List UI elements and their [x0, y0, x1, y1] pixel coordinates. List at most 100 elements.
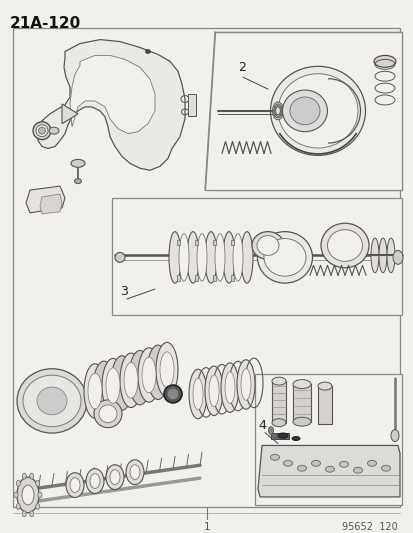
- Ellipse shape: [187, 232, 199, 283]
- Text: 95652  120: 95652 120: [342, 522, 397, 532]
- Ellipse shape: [16, 504, 20, 510]
- Ellipse shape: [327, 230, 362, 261]
- Ellipse shape: [240, 232, 252, 283]
- Ellipse shape: [204, 232, 216, 283]
- Ellipse shape: [159, 352, 173, 387]
- Ellipse shape: [289, 97, 319, 125]
- Ellipse shape: [263, 239, 305, 276]
- Ellipse shape: [392, 251, 402, 264]
- Ellipse shape: [84, 364, 106, 418]
- Ellipse shape: [166, 388, 178, 400]
- Bar: [271, 381, 285, 423]
- Ellipse shape: [386, 238, 394, 273]
- Ellipse shape: [271, 377, 285, 385]
- Ellipse shape: [86, 469, 104, 494]
- Ellipse shape: [16, 480, 20, 486]
- Bar: [317, 386, 331, 424]
- Polygon shape: [70, 55, 154, 134]
- Ellipse shape: [70, 478, 80, 492]
- Ellipse shape: [236, 360, 254, 409]
- Ellipse shape: [30, 511, 33, 517]
- Ellipse shape: [106, 368, 120, 403]
- Ellipse shape: [297, 465, 306, 471]
- Ellipse shape: [189, 369, 206, 419]
- Ellipse shape: [270, 66, 365, 156]
- Ellipse shape: [169, 232, 180, 283]
- Ellipse shape: [233, 233, 242, 281]
- Ellipse shape: [282, 90, 327, 132]
- Ellipse shape: [380, 465, 389, 471]
- Polygon shape: [257, 446, 399, 497]
- Polygon shape: [214, 31, 401, 190]
- Ellipse shape: [223, 232, 235, 283]
- Ellipse shape: [292, 379, 310, 389]
- Ellipse shape: [102, 359, 124, 413]
- Ellipse shape: [17, 369, 87, 433]
- Ellipse shape: [111, 356, 133, 410]
- Ellipse shape: [36, 125, 48, 136]
- Polygon shape: [204, 31, 401, 190]
- Ellipse shape: [36, 480, 40, 486]
- Ellipse shape: [38, 492, 42, 498]
- Polygon shape: [62, 104, 78, 124]
- Ellipse shape: [240, 369, 250, 400]
- Polygon shape: [40, 194, 62, 214]
- Ellipse shape: [129, 350, 151, 405]
- Ellipse shape: [272, 102, 283, 120]
- Ellipse shape: [71, 159, 85, 167]
- Ellipse shape: [66, 473, 84, 497]
- Ellipse shape: [277, 74, 357, 148]
- Ellipse shape: [257, 232, 312, 283]
- Ellipse shape: [33, 122, 51, 140]
- Ellipse shape: [38, 127, 45, 134]
- Ellipse shape: [192, 378, 202, 410]
- Ellipse shape: [142, 357, 156, 393]
- Ellipse shape: [22, 485, 34, 505]
- Bar: [177, 275, 180, 281]
- Ellipse shape: [353, 467, 362, 473]
- Ellipse shape: [277, 433, 287, 438]
- Ellipse shape: [291, 437, 299, 440]
- Bar: [195, 239, 197, 246]
- Ellipse shape: [378, 238, 386, 273]
- Ellipse shape: [120, 353, 142, 408]
- Ellipse shape: [99, 405, 117, 423]
- Ellipse shape: [17, 477, 39, 513]
- Text: 2: 2: [237, 61, 245, 74]
- Ellipse shape: [124, 362, 138, 398]
- Ellipse shape: [271, 419, 285, 426]
- Ellipse shape: [49, 127, 59, 134]
- Ellipse shape: [311, 461, 320, 466]
- Ellipse shape: [88, 373, 102, 409]
- Ellipse shape: [370, 238, 378, 273]
- Ellipse shape: [256, 236, 278, 255]
- Ellipse shape: [197, 233, 206, 281]
- Polygon shape: [38, 39, 185, 170]
- Ellipse shape: [325, 466, 334, 472]
- Ellipse shape: [23, 375, 81, 426]
- Ellipse shape: [22, 473, 26, 479]
- Ellipse shape: [268, 426, 273, 434]
- Ellipse shape: [317, 382, 331, 390]
- Ellipse shape: [138, 348, 159, 402]
- Ellipse shape: [147, 345, 169, 400]
- Ellipse shape: [252, 232, 283, 260]
- Bar: [212, 239, 216, 246]
- Polygon shape: [26, 186, 65, 213]
- Polygon shape: [254, 374, 401, 505]
- Ellipse shape: [22, 511, 26, 517]
- Ellipse shape: [106, 465, 124, 489]
- Ellipse shape: [156, 342, 178, 397]
- Ellipse shape: [126, 460, 144, 484]
- Ellipse shape: [164, 385, 182, 403]
- Ellipse shape: [209, 375, 218, 407]
- Ellipse shape: [110, 470, 120, 484]
- Ellipse shape: [130, 465, 140, 480]
- Ellipse shape: [115, 253, 125, 262]
- Ellipse shape: [74, 179, 81, 184]
- Text: 21A-120: 21A-120: [10, 16, 81, 31]
- Ellipse shape: [367, 461, 375, 466]
- Bar: [230, 275, 233, 281]
- Ellipse shape: [320, 223, 368, 268]
- Text: 4: 4: [257, 418, 265, 432]
